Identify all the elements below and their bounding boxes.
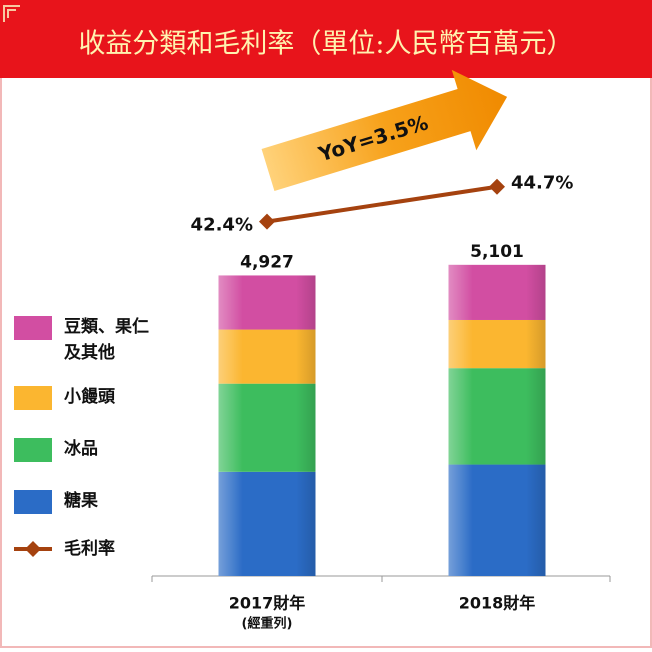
bar-sheen (218, 275, 316, 576)
legend-label: 糖果 (64, 491, 98, 511)
total-label: 5,101 (470, 242, 524, 262)
legend-swatch (14, 386, 52, 410)
data-label: 44.7% (511, 173, 573, 194)
line-marker (259, 213, 275, 230)
title-bar (0, 0, 652, 78)
legend-marker (25, 541, 41, 557)
line-marker (489, 178, 505, 195)
legend-swatch (14, 316, 52, 340)
data-label: 42.4% (191, 215, 253, 236)
legend-swatch (14, 490, 52, 514)
x-tick-label: 2017財年 (229, 594, 306, 613)
x-tick-note: (經重列) (242, 616, 293, 632)
bar-sheen (448, 264, 546, 576)
line (266, 184, 498, 224)
legend-swatch (14, 438, 52, 462)
legend-label: 冰品 (64, 439, 98, 459)
corner-ornament (3, 5, 20, 22)
chart-title: 收益分類和毛利率（單位:人民幣百萬元） (78, 29, 573, 60)
legend-label: 豆類、果仁及其他 (64, 317, 149, 363)
legend-label: 毛利率 (64, 539, 115, 559)
legend-label: 小饅頭 (64, 387, 115, 407)
x-tick-label: 2018財年 (459, 594, 536, 613)
total-label: 4,927 (240, 252, 294, 272)
arrow-shape (261, 69, 508, 192)
